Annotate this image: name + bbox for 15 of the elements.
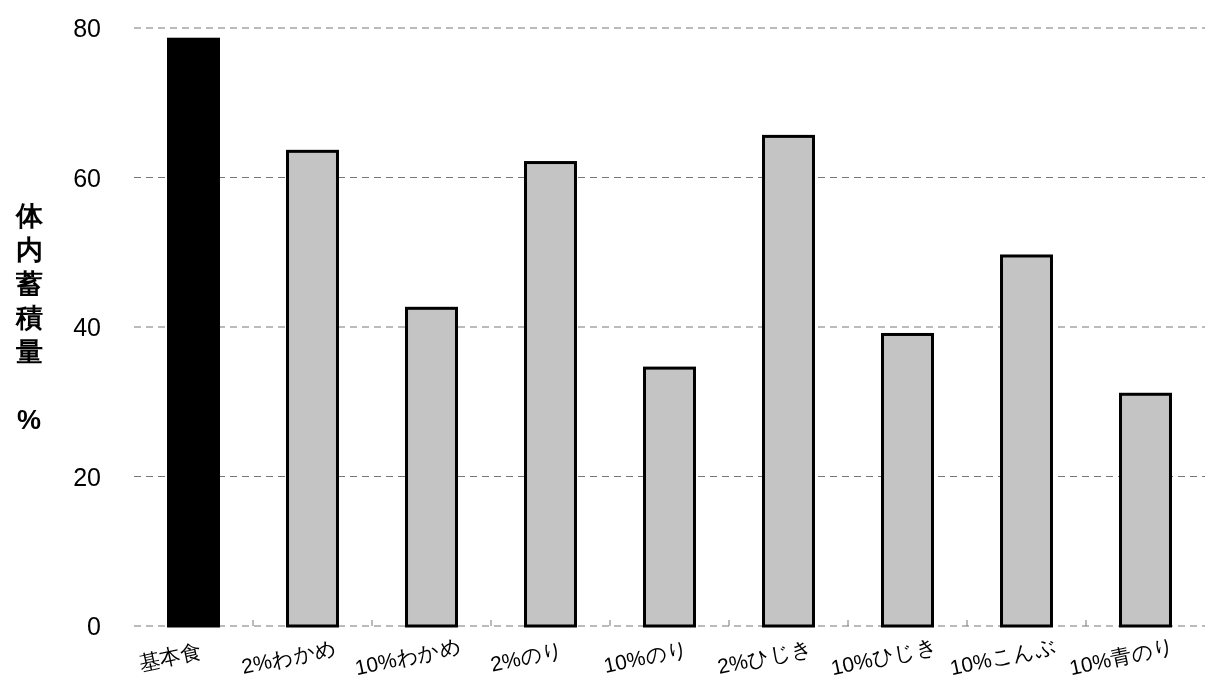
y-tick-label: 60 [73, 163, 101, 192]
x-tick-label: 10%こんぶ [947, 634, 1059, 680]
x-tick-label: 10%わかめ [352, 634, 464, 680]
x-tick-label: 2%わかめ [239, 635, 339, 678]
x-tick-label: 10%のり [601, 636, 691, 677]
x-tick-label: 2%のり [488, 637, 566, 676]
y-tick-label: 40 [73, 313, 101, 341]
x-tick-label: 2%ひじき [715, 635, 815, 678]
y-tick-label: 0 [87, 612, 101, 640]
x-tick-label: 10%青のり [1067, 634, 1177, 680]
y-tick-label: 20 [73, 462, 101, 491]
x-tick-label: 基本食 [136, 638, 204, 675]
ylabel: 体内蓄積量 % [15, 201, 43, 435]
y-tick-label: 80 [73, 14, 101, 42]
x-tick-label: 10%ひじき [828, 634, 940, 680]
